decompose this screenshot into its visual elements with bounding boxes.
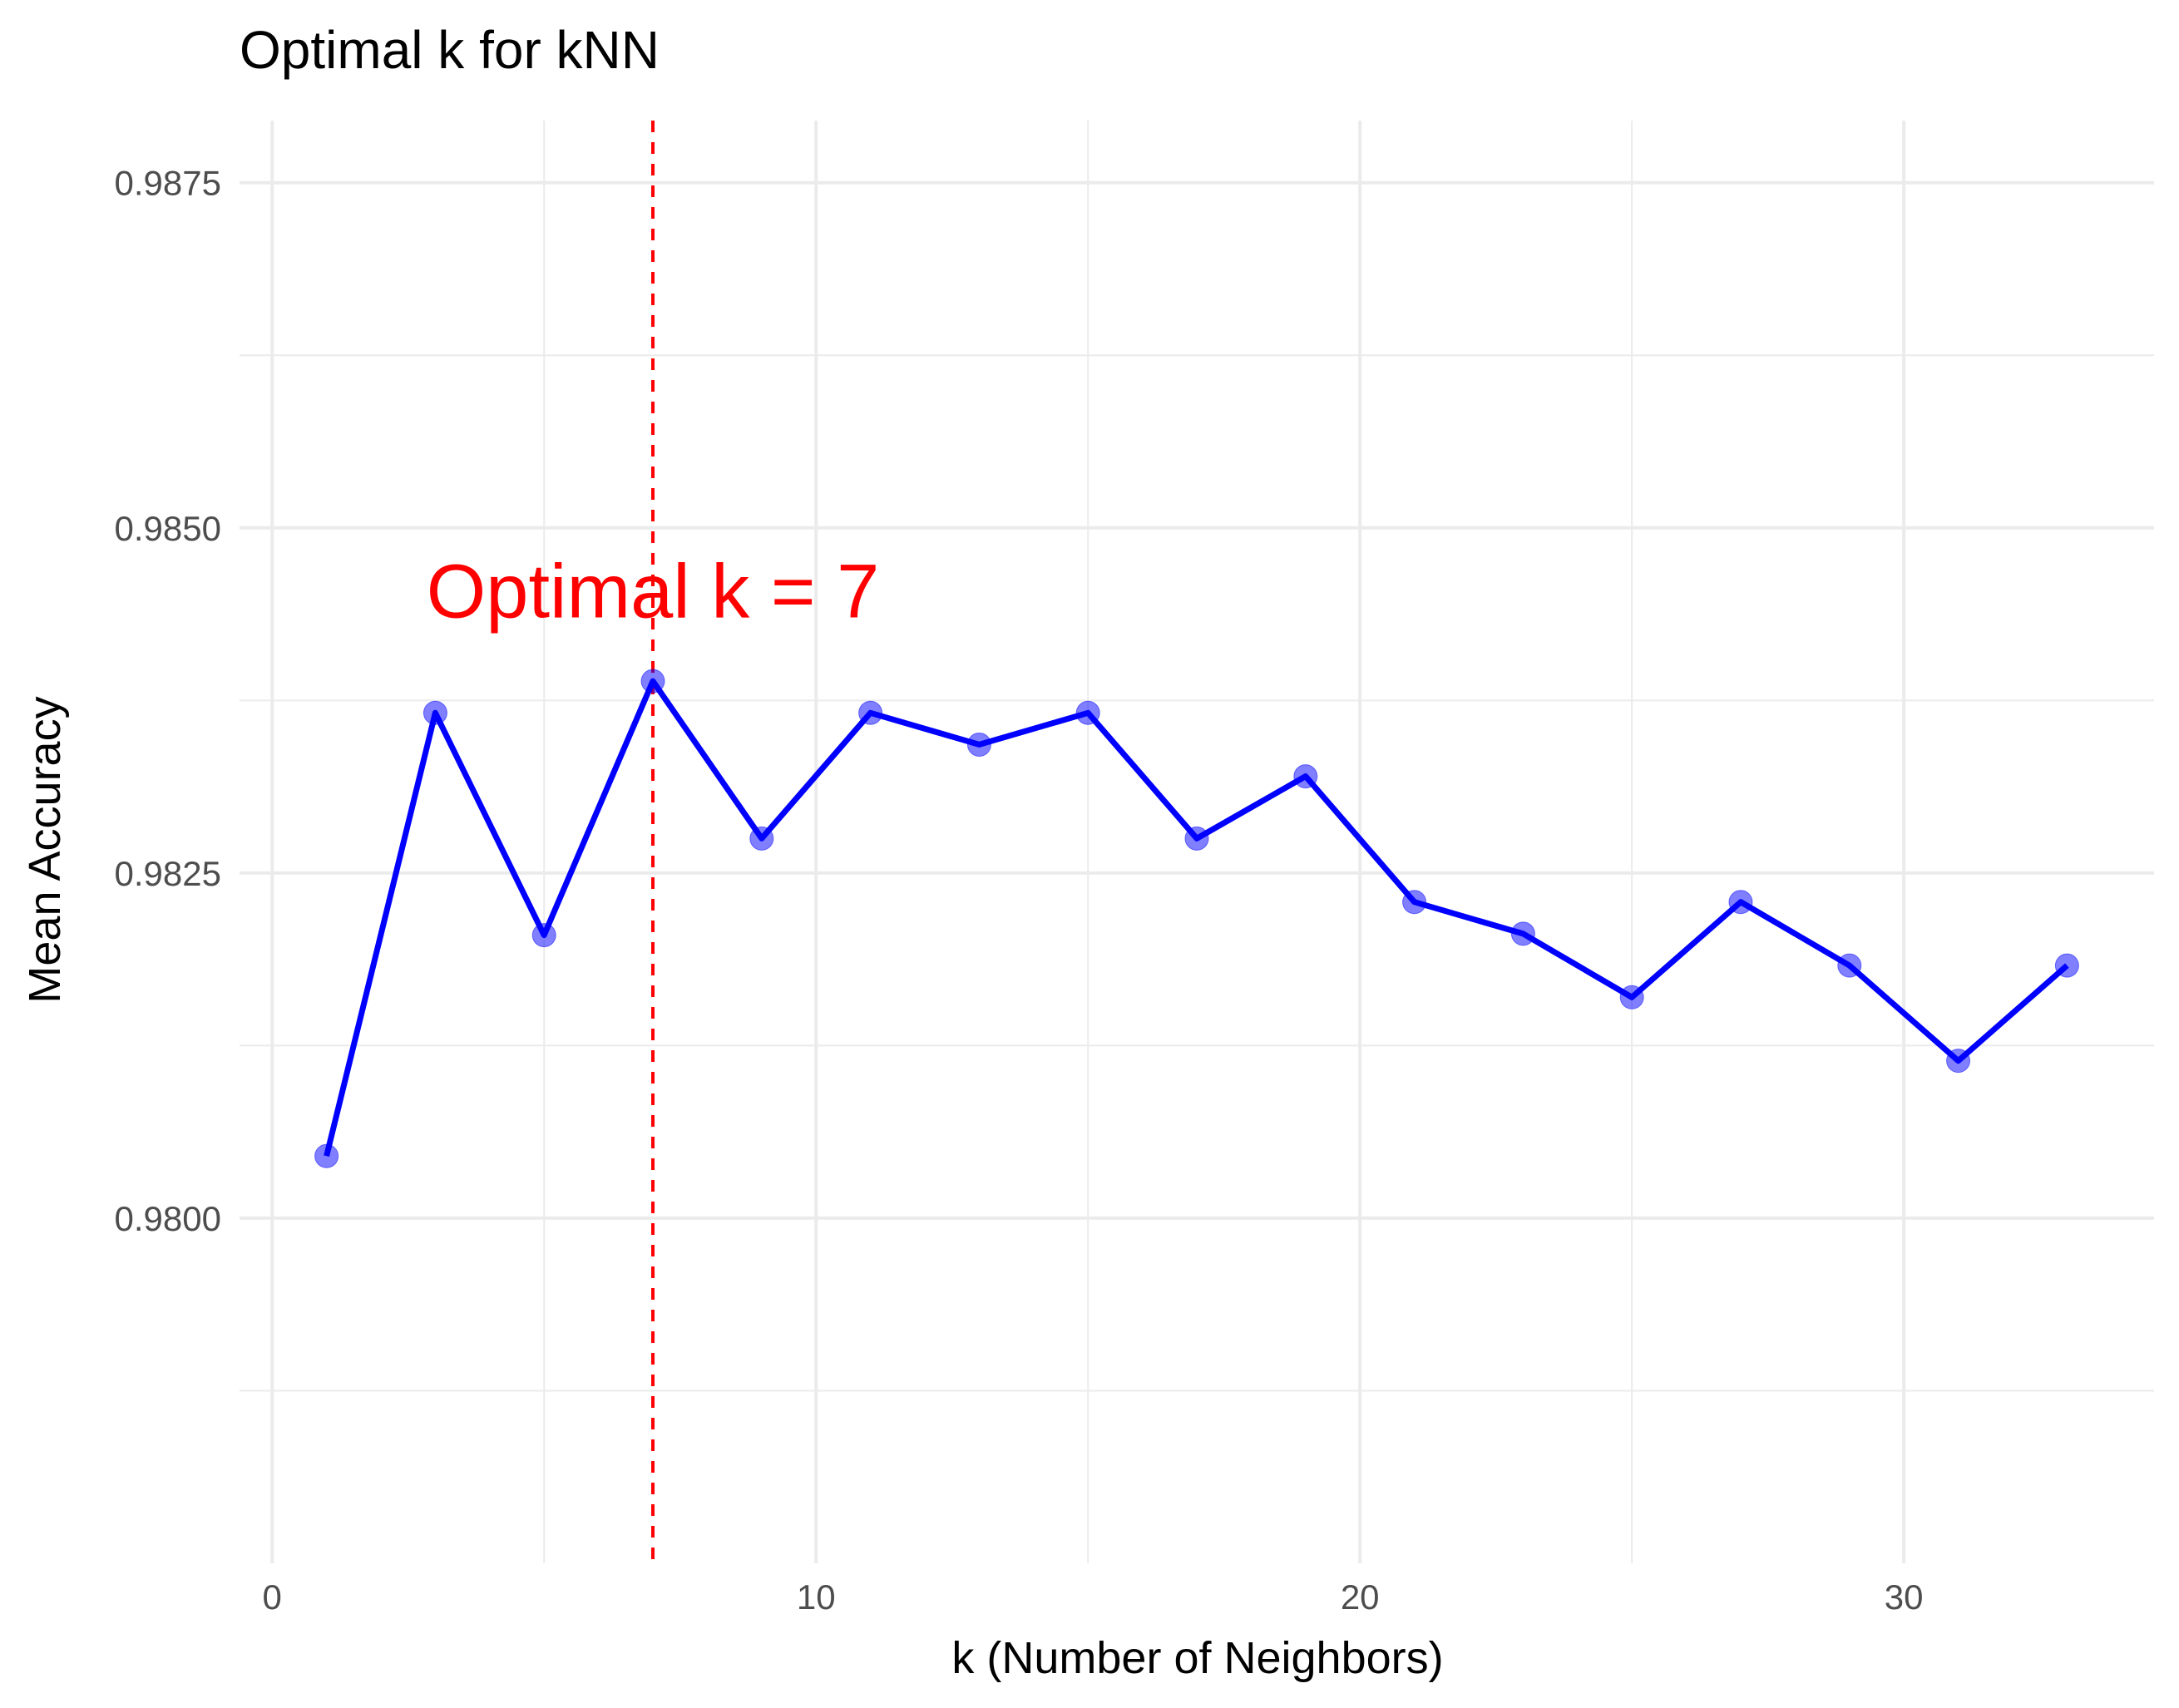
chart-title: Optimal k for kNN [240, 20, 660, 80]
x-axis-title: k (Number of Neighbors) [951, 1633, 1443, 1683]
x-tick-label: 30 [1885, 1577, 1924, 1617]
data-point [640, 669, 665, 694]
data-point [2054, 953, 2079, 978]
data-point [422, 700, 447, 725]
y-axis-title: Mean Accuracy [20, 696, 70, 1003]
data-point [1184, 826, 1209, 851]
y-tick-label: 0.9825 [115, 854, 221, 893]
data-point [966, 732, 991, 757]
data-point [1837, 953, 1862, 978]
data-point [1946, 1049, 1971, 1074]
data-point [1293, 764, 1318, 789]
data-point [314, 1143, 339, 1168]
data-point [1510, 921, 1535, 946]
data-point [1402, 890, 1427, 915]
data-point [1075, 700, 1100, 725]
data-point [858, 700, 883, 725]
data-point [1619, 985, 1644, 1009]
optimal-k-annotation: Optimal k = 7 [427, 550, 880, 634]
data-point [1728, 890, 1753, 915]
x-tick-label: 0 [263, 1577, 282, 1617]
x-tick-label: 10 [797, 1577, 836, 1617]
y-tick-label: 0.9800 [115, 1199, 221, 1238]
data-point [749, 826, 774, 851]
y-tick-label: 0.9875 [115, 164, 221, 203]
x-tick-label: 20 [1341, 1577, 1380, 1617]
series-layer [314, 669, 2079, 1168]
tick-labels: 0 10 20 30 0.9800 0.9825 0.9850 0.9875 [115, 164, 1924, 1617]
y-tick-label: 0.9850 [115, 509, 221, 548]
data-point [531, 923, 556, 948]
